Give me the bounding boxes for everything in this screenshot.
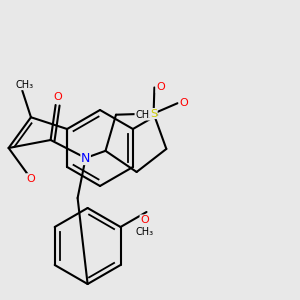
Text: N: N — [81, 152, 90, 164]
Text: S: S — [150, 109, 157, 118]
Text: O: O — [179, 98, 188, 108]
Text: O: O — [140, 215, 149, 225]
Text: CH₃: CH₃ — [135, 110, 153, 120]
Text: CH₃: CH₃ — [15, 80, 33, 90]
Text: O: O — [156, 82, 165, 92]
Text: CH₃: CH₃ — [135, 227, 154, 237]
Text: O: O — [27, 174, 35, 184]
Text: O: O — [53, 92, 62, 102]
